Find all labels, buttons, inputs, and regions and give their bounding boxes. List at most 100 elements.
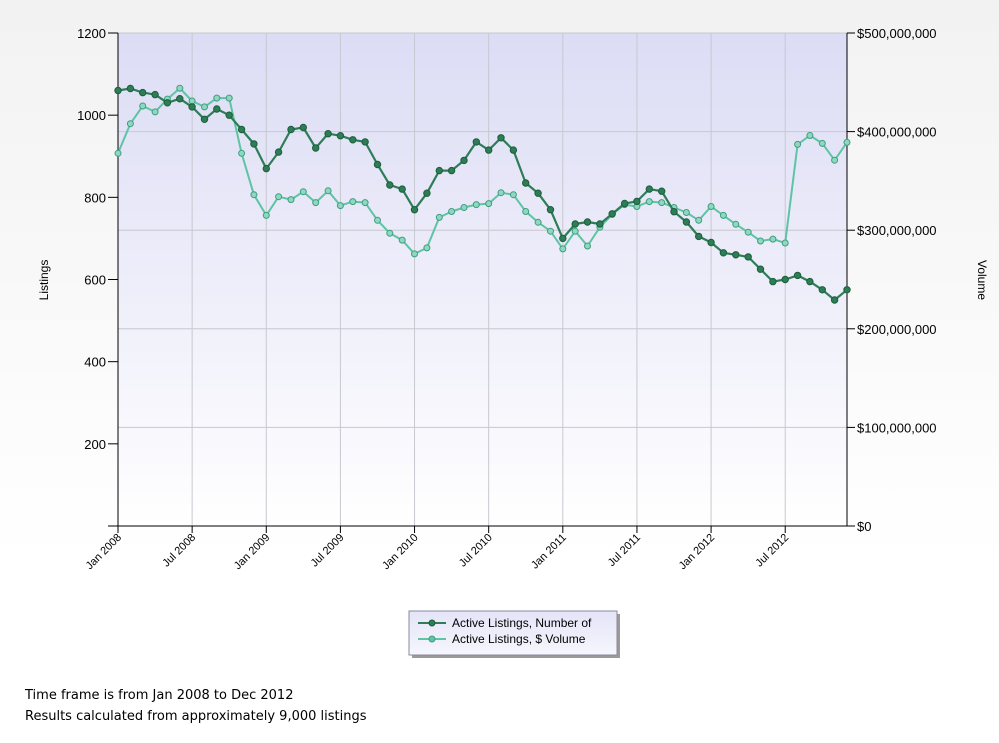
data-point-volume (707, 203, 715, 210)
data-point-listings (546, 206, 555, 214)
data-point-volume (497, 189, 505, 197)
data-point-listings (139, 88, 147, 97)
data-point-listings (670, 208, 678, 216)
data-point-listings (225, 111, 233, 119)
data-point-listings (781, 275, 789, 284)
data-point-volume (547, 227, 554, 235)
data-point-volume (250, 191, 258, 199)
data-point-volume (238, 149, 246, 157)
y-tick-label-right: $500,000,000 (857, 26, 937, 41)
data-point-listings (200, 115, 209, 124)
data-point-volume (411, 250, 418, 258)
data-point-volume (534, 218, 542, 226)
data-point-listings (274, 148, 283, 156)
data-point-listings (410, 206, 419, 214)
data-point-listings (299, 123, 307, 132)
x-tick-label: Jul 2011 (606, 532, 643, 569)
y-tick-label-left: 1200 (77, 26, 106, 41)
data-point-listings (188, 103, 196, 111)
x-tick-label: Jan 2012 (677, 532, 717, 572)
data-point-volume (448, 208, 456, 215)
data-point-volume (336, 202, 344, 210)
gridlines (118, 32, 847, 527)
data-point-volume (435, 213, 443, 221)
data-point-listings (361, 138, 369, 146)
data-point-listings (237, 125, 246, 134)
data-point-volume (188, 97, 196, 105)
data-point-volume (262, 211, 270, 219)
data-point-listings (707, 238, 715, 247)
data-point-volume (719, 211, 727, 219)
plot-area (118, 33, 847, 526)
data-point-listings (163, 99, 172, 107)
y-axis-right-title: Volume (975, 260, 989, 300)
x-tick-label: Jan 2009 (232, 532, 272, 572)
data-point-volume (781, 239, 789, 247)
data-point-listings (719, 249, 728, 257)
data-point-listings (830, 296, 839, 304)
y-tick-label-left: 600 (84, 273, 106, 288)
footer-timeframe: Time frame is from Jan 2008 to Dec 2012 (25, 688, 294, 703)
data-point-listings (658, 187, 666, 195)
data-point-volume (151, 108, 159, 116)
data-point-listings (349, 136, 357, 144)
y-tick-label-right: $400,000,000 (857, 125, 937, 140)
data-point-listings (287, 125, 295, 134)
data-point-volume (757, 237, 764, 245)
data-point-volume (398, 236, 406, 244)
data-point-listings (324, 130, 332, 138)
data-point-volume (658, 199, 666, 207)
data-point-volume (584, 242, 591, 250)
data-point-listings (682, 218, 691, 226)
data-point-listings (435, 166, 443, 175)
data-point-volume (806, 132, 814, 139)
data-point-listings (843, 286, 851, 294)
data-point-listings (423, 189, 431, 197)
data-point-listings (793, 271, 802, 280)
data-point-volume (201, 103, 208, 111)
x-tick-label: Jul 2010 (457, 532, 495, 570)
y-tick-label-left: 400 (84, 355, 106, 370)
y-tick-label-right: $300,000,000 (857, 223, 937, 238)
data-point-volume (831, 156, 839, 164)
data-point-listings (176, 95, 184, 103)
legend-label-listings: Active Listings, Number of (452, 616, 592, 630)
data-point-listings (534, 189, 542, 197)
data-point-volume (744, 228, 752, 236)
x-tick-label: Jan 2010 (380, 532, 420, 572)
x-tick-label: Jan 2008 (84, 532, 124, 572)
data-point-volume (213, 94, 221, 102)
y-tick-label-left: 800 (84, 190, 106, 205)
data-point-volume (225, 94, 233, 102)
data-point-listings (312, 144, 320, 152)
data-point-volume (571, 227, 579, 235)
data-point-listings (806, 277, 814, 286)
data-point-listings (620, 199, 629, 208)
data-point-volume (522, 208, 530, 215)
data-point-listings (126, 84, 135, 93)
series (114, 84, 851, 304)
data-point-listings (744, 253, 752, 261)
data-point-volume (423, 244, 431, 252)
y-tick-label-left: 200 (84, 437, 106, 452)
data-point-listings (447, 166, 456, 175)
y-tick-label-right: $0 (857, 519, 871, 534)
data-point-listings (583, 218, 592, 226)
data-point-listings (732, 251, 740, 259)
y-tick-label-left: 1000 (77, 108, 106, 123)
data-point-volume (312, 199, 320, 207)
data-point-listings (818, 286, 826, 294)
data-point-listings (398, 185, 406, 193)
data-point-listings (608, 210, 616, 218)
data-point-volume (695, 216, 703, 224)
data-point-listings (769, 277, 777, 286)
y-axis-left-title: Listings (37, 260, 51, 301)
data-point-listings (460, 156, 468, 165)
data-point-volume (324, 187, 332, 195)
data-point-volume (769, 235, 777, 243)
data-point-volume (794, 140, 802, 148)
data-point-volume (460, 204, 468, 211)
data-point-volume (374, 216, 381, 224)
legend-label-volume: Active Listings, $ Volume (452, 632, 586, 646)
data-point-listings (559, 234, 567, 243)
